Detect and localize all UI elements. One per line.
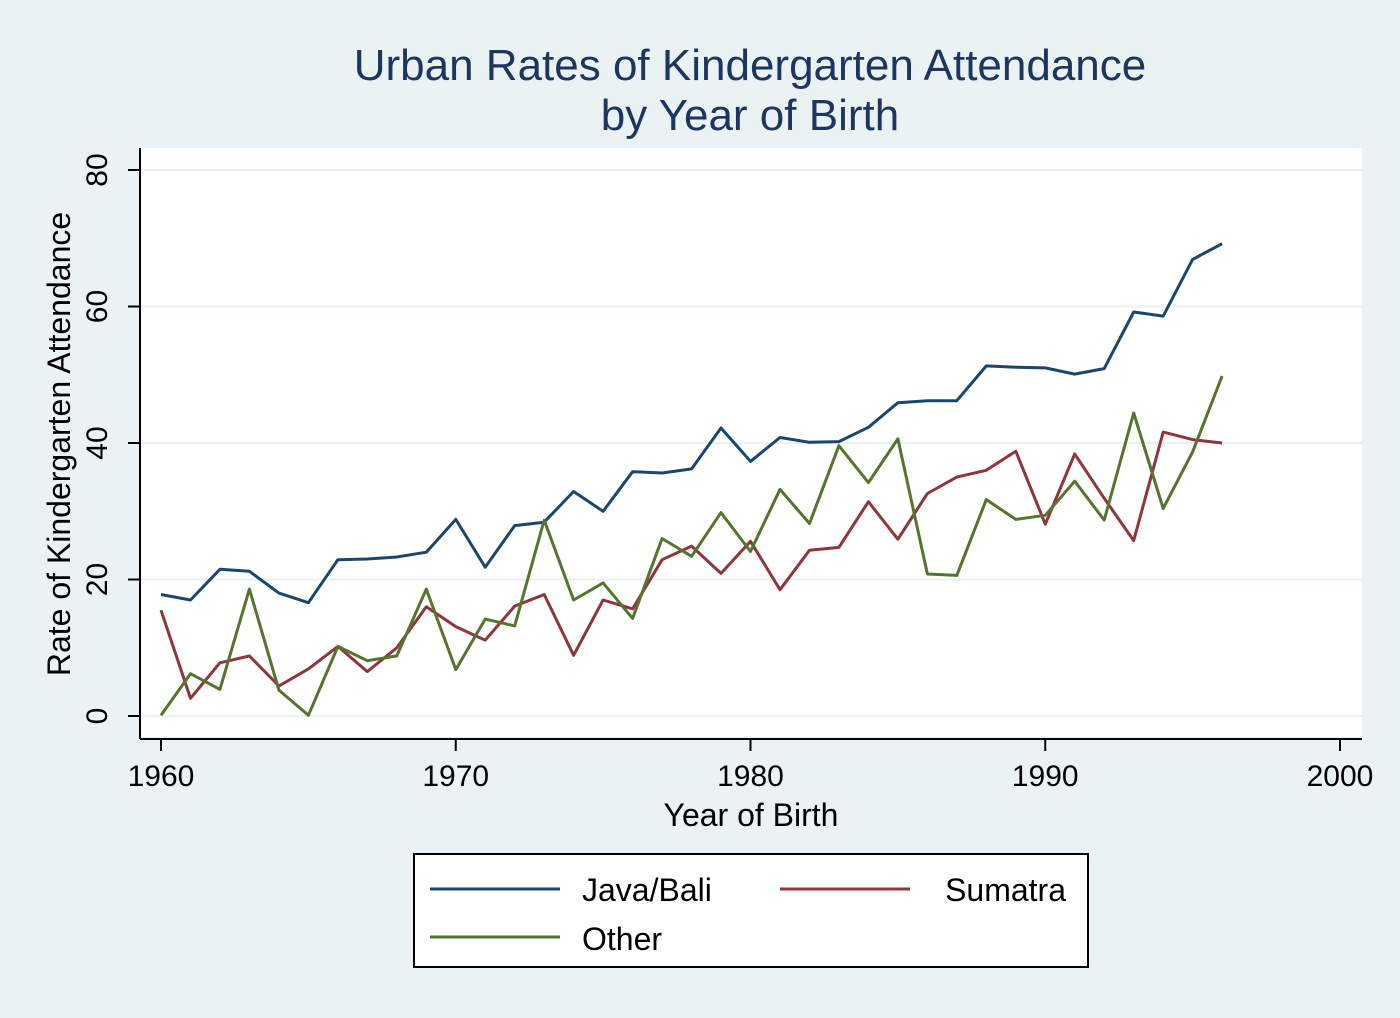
x-tick-label-1990: 1990	[1012, 760, 1079, 793]
series-line-java-bali	[160, 242, 1223, 605]
x-axis-title: Year of Birth	[664, 797, 839, 833]
y-tick-label-40: 40	[81, 426, 114, 459]
x-tick-label-1960: 1960	[128, 760, 195, 793]
legend-label-other: Other	[582, 921, 662, 957]
legend: Java/Bali Sumatra Other	[413, 853, 1089, 968]
chart-subtitle: by Year of Birth	[601, 91, 899, 140]
legend-box	[413, 853, 1089, 968]
x-tick-label-1980: 1980	[717, 760, 784, 793]
gridlines	[140, 169, 1362, 717]
y-tick-label-20: 20	[81, 563, 114, 596]
chart-title: Urban Rates of Kindergarten Attendance	[354, 41, 1147, 90]
series-line-other	[159, 375, 1224, 717]
legend-label-sumatra: Sumatra	[945, 872, 1066, 908]
y-tick-label-80: 80	[81, 153, 114, 186]
y-axis-title: Rate of Kindergarten Attendance	[41, 212, 77, 676]
y-tick-label-60: 60	[81, 290, 114, 323]
series-lines	[159, 242, 1224, 717]
y-tick-label-0: 0	[81, 708, 114, 725]
y-axis-ticks: 0 20 40 60 80	[81, 153, 140, 724]
x-tick-label-2000: 2000	[1307, 760, 1374, 793]
x-axis-ticks: 1960 1970 1980 1990 2000	[128, 739, 1374, 793]
x-tick-label-1970: 1970	[422, 760, 489, 793]
legend-label-java-bali: Java/Bali	[582, 872, 712, 908]
